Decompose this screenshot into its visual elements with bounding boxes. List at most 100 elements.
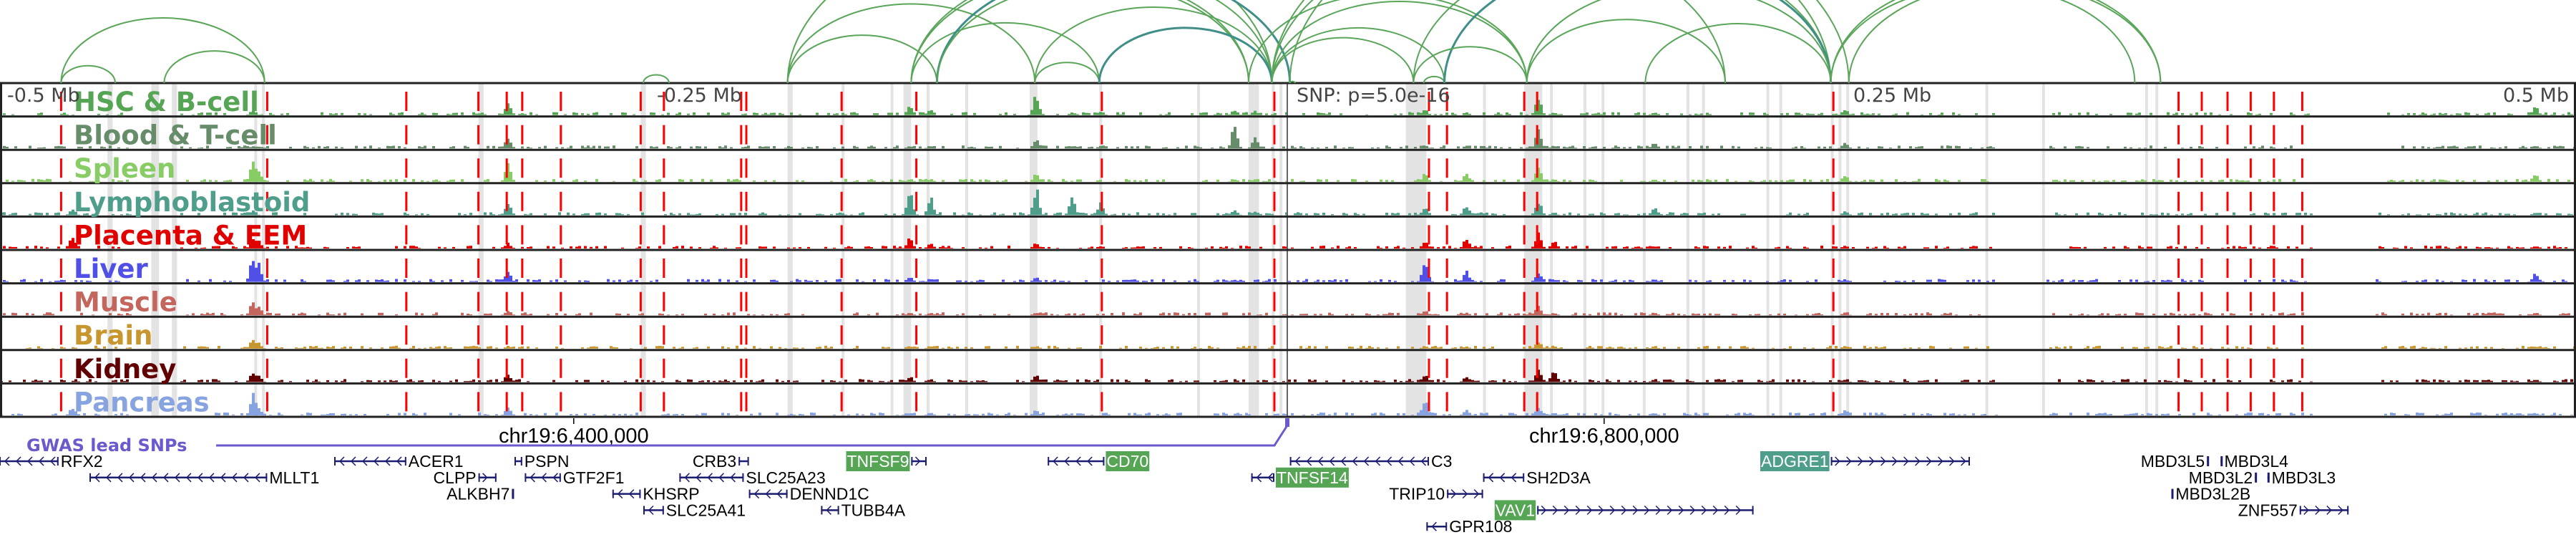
gene-mbd3l4[interactable]: MBD3L4 <box>2220 452 2288 471</box>
axis-left-mid-label: -0.25 Mb <box>657 85 742 107</box>
gene-khsrp[interactable]: KHSRP <box>612 485 700 503</box>
gene-vav1[interactable]: VAV1 <box>1494 500 1754 521</box>
gene-mbd3l5[interactable]: MBD3L5 <box>2141 452 2210 471</box>
gene-label: MBD3L3 <box>2272 468 2336 487</box>
interaction-arc <box>1413 0 1832 84</box>
signal-bars <box>26 339 2576 349</box>
gene-track: RFX2MLLT1ACER1CLPPALKBH7PSPNGTF2F1KHSRPS… <box>0 451 2349 536</box>
gene-exon <box>1523 473 1525 482</box>
signal-track <box>6 161 2570 182</box>
strand-chevrons <box>1835 456 1966 466</box>
axis-right-mid-label: 0.25 Mb <box>1853 85 1931 107</box>
gene-pspn[interactable]: PSPN <box>514 452 569 471</box>
gene-gtf2f1[interactable]: GTF2F1 <box>525 468 624 487</box>
strand-chevrons <box>1450 489 1480 499</box>
gene-crb3[interactable]: CRB3 <box>693 452 749 471</box>
gene-adgre1[interactable]: ADGRE1 <box>1760 451 1970 471</box>
signal-track <box>0 189 2573 216</box>
coordinate-label: chr19:6,800,000 <box>1529 425 1679 448</box>
gene-c3[interactable]: C3 <box>1289 452 1453 471</box>
strand-chevrons <box>4 456 56 466</box>
gene-gpr108[interactable]: GPR108 <box>1426 517 1512 536</box>
axis-left-label: -0.5 Mb <box>7 85 80 107</box>
interaction-arc <box>643 74 670 84</box>
signal-tracks <box>0 97 2576 415</box>
gene-exon <box>1537 506 1539 515</box>
gene-label: MBD3L4 <box>2224 452 2288 471</box>
interaction-arc <box>1271 37 1415 84</box>
gene-exon <box>1251 473 1253 482</box>
gene-exon <box>334 457 336 466</box>
gene-label: MBD3L5 <box>2141 452 2205 471</box>
gene-exon <box>2171 488 2174 499</box>
gene-exon <box>821 506 823 515</box>
gwas-track-label: GWAS lead SNPs <box>26 435 187 455</box>
gene-exon <box>748 489 751 498</box>
interaction-arc <box>786 3 1036 84</box>
track-label: Brain <box>74 320 152 351</box>
gene-sh2d3a[interactable]: SH2D3A <box>1483 468 1591 487</box>
gwas-snp-marker[interactable] <box>1285 418 1289 427</box>
gene-znf557[interactable]: ZNF557 <box>2238 501 2349 519</box>
signal-bars <box>3 127 2576 149</box>
signal-bars <box>3 232 2567 249</box>
gene-clpp[interactable]: CLPP <box>434 468 497 487</box>
gene-highlight-box <box>1276 467 1349 488</box>
strand-chevrons <box>914 456 921 466</box>
gene-tubb4a[interactable]: TUBB4A <box>821 501 906 519</box>
gene-exon <box>837 506 839 515</box>
gene-mbd3l3[interactable]: MBD3L3 <box>2267 468 2336 487</box>
interaction-arc <box>60 64 116 84</box>
axis-right-label: 0.5 Mb <box>2503 85 2569 107</box>
gene-mbd3l2b[interactable]: MBD3L2B <box>2171 485 2251 503</box>
interaction-arc <box>163 50 265 84</box>
gene-exon <box>2220 456 2223 466</box>
gene-label: GPR108 <box>1449 517 1512 536</box>
gene-slc25a23[interactable]: SLC25A23 <box>679 468 826 487</box>
strand-chevrons <box>1488 473 1517 483</box>
gene-label: SLC25A23 <box>746 468 825 487</box>
gene-label: SLC25A41 <box>666 501 746 519</box>
signal-track <box>0 392 2573 415</box>
gene-highlight-box <box>846 451 910 471</box>
interaction-arc <box>1526 19 1726 84</box>
gene-mllt1[interactable]: MLLT1 <box>89 468 319 487</box>
gene-exon <box>911 457 913 466</box>
gene-trip10[interactable]: TRIP10 <box>1389 485 1483 503</box>
gene-label: CD70 <box>1106 452 1148 471</box>
gene-label: VAV1 <box>1496 501 1535 519</box>
gene-rfx2[interactable]: RFX2 <box>0 452 103 471</box>
interaction-arc <box>910 21 1101 84</box>
gene-slc25a41[interactable]: SLC25A41 <box>643 501 746 519</box>
track-label: Pancreas <box>74 387 210 418</box>
gene-label: TNFSF9 <box>847 452 909 471</box>
signal-bars <box>0 189 2573 216</box>
gene-dennd1c[interactable]: DENND1C <box>748 485 869 503</box>
track-label: Liver <box>74 254 148 284</box>
gene-exon <box>525 473 527 482</box>
gene-exon <box>747 457 749 466</box>
gwas-track: chr19:6,400,000 chr19:6,800,000 GWAS lead … <box>26 418 1679 455</box>
gene-exon <box>1103 457 1105 466</box>
gene-tnfsf9[interactable]: TNFSF9 <box>846 451 927 471</box>
strand-chevrons <box>1294 456 1427 466</box>
gene-mbd3l2[interactable]: MBD3L2 <box>2189 468 2258 487</box>
gene-label: MBD3L2B <box>2175 485 2250 503</box>
gene-tnfsf14[interactable]: TNFSF14 <box>1251 467 1349 488</box>
gene-acer1[interactable]: ACER1 <box>334 452 464 471</box>
interaction-arc <box>1830 0 2162 84</box>
gene-cd70[interactable]: CD70 <box>1048 451 1150 471</box>
strand-chevrons <box>1431 521 1437 531</box>
gene-label: ALKBH7 <box>447 485 509 503</box>
gene-alkbh7[interactable]: ALKBH7 <box>447 485 514 503</box>
track-label: HSC & B-cell <box>74 87 259 117</box>
interaction-arc <box>786 0 1273 84</box>
track-label: Muscle <box>74 287 177 318</box>
strand-chevrons <box>338 456 402 466</box>
signal-bars <box>6 161 2570 182</box>
interaction-arc <box>1413 46 1528 84</box>
gene-label: ADGRE1 <box>1761 452 1829 471</box>
signal-track <box>26 339 2576 349</box>
